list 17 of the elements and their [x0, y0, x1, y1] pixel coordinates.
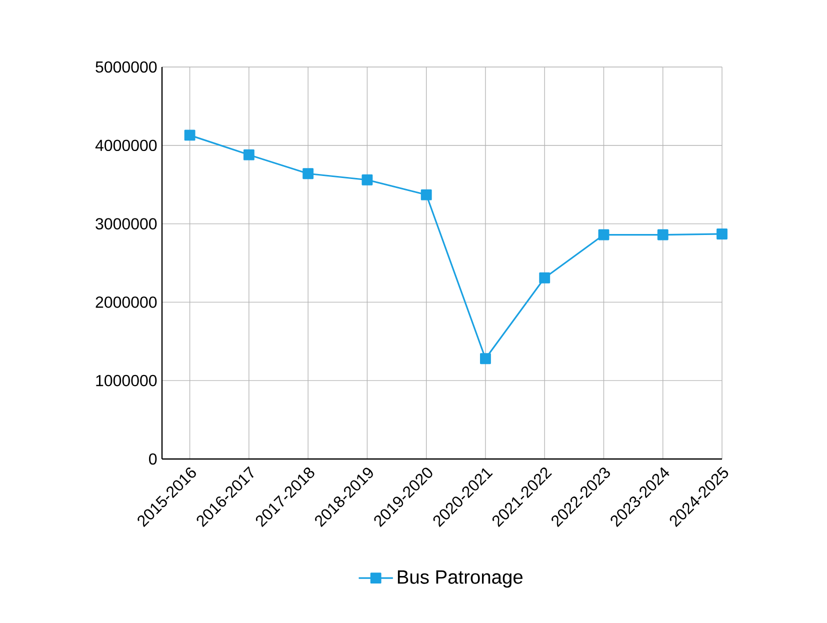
- y-tick-label: 4000000: [95, 140, 157, 152]
- point: [716, 228, 728, 240]
- point: [184, 130, 196, 141]
- point: [420, 189, 432, 200]
- point: [480, 353, 491, 364]
- y-tick-label: 3000000: [96, 218, 157, 230]
- y-tick-label: 2000000: [96, 296, 157, 308]
- point: [598, 229, 610, 240]
- point: [362, 174, 373, 186]
- point: [657, 229, 668, 240]
- point: [539, 272, 550, 284]
- y-tick-label: 1000000: [96, 374, 157, 386]
- y-tick-label: 5000000: [96, 61, 157, 73]
- point: [243, 149, 254, 160]
- legend-label: Bus Patronage: [398, 570, 523, 588]
- point: [302, 168, 314, 180]
- y-tick-label: 0: [149, 453, 157, 465]
